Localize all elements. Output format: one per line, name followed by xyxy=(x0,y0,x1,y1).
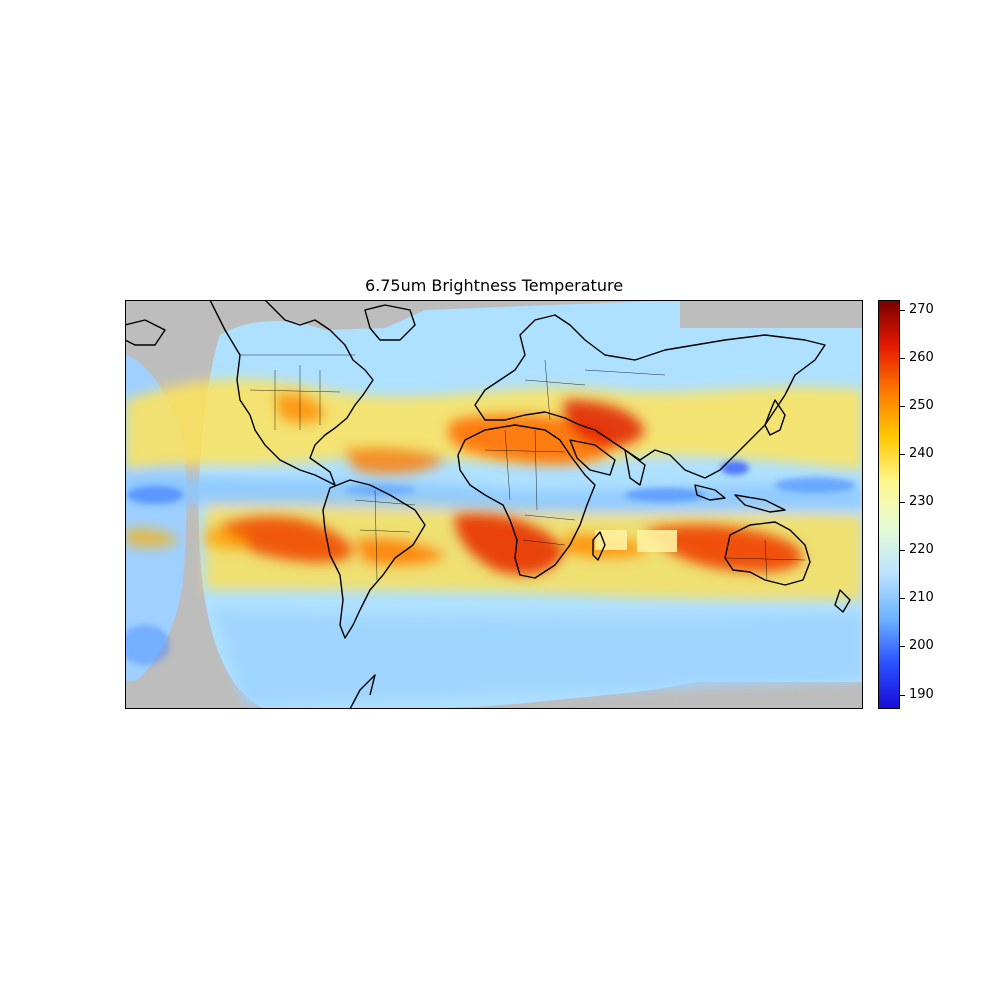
coastline-south-america xyxy=(322,479,426,639)
coastline-new-zealand xyxy=(834,589,851,613)
colorbar-tick-label: 260 xyxy=(909,350,934,365)
colorbar-tick-label: 210 xyxy=(909,590,934,605)
country-borders xyxy=(240,354,806,581)
coastline-arabia xyxy=(569,439,616,476)
colorbar-tick xyxy=(900,310,905,311)
colorbar-tick-label: 270 xyxy=(909,302,934,317)
colorbar-tick xyxy=(900,454,905,455)
colorbar-tick xyxy=(900,695,905,696)
coastline-japan xyxy=(764,399,786,436)
coastline-north-america xyxy=(209,300,374,486)
coastline-africa xyxy=(457,424,596,579)
hot-bands xyxy=(125,393,803,575)
cold-spots xyxy=(125,461,855,665)
colorbar-tick-label: 200 xyxy=(909,638,934,653)
colorbar-tick-label: 240 xyxy=(909,446,934,461)
chart-title: 6.75um Brightness Temperature xyxy=(364,276,624,295)
colorbar-tick-label: 190 xyxy=(909,687,934,702)
colorbar-tick xyxy=(900,550,905,551)
coastlines xyxy=(125,300,851,709)
coastline-new-guinea xyxy=(734,494,786,513)
coastline-india xyxy=(624,449,646,486)
map-panel xyxy=(125,300,863,709)
colorbar-tick xyxy=(900,406,905,407)
coastline-eurasia xyxy=(474,314,826,479)
coastline-indonesia xyxy=(694,484,726,501)
colorbar-tick-label: 220 xyxy=(909,542,934,557)
colorbar-tick-label: 250 xyxy=(909,398,934,413)
coastline-madagascar xyxy=(592,531,606,561)
coastline-australia xyxy=(724,521,811,586)
brightness-temperature-map xyxy=(125,300,863,709)
colorbar-tick xyxy=(900,598,905,599)
colorbar-tick xyxy=(900,502,905,503)
colorbar-tick-label: 230 xyxy=(909,494,934,509)
colorbar xyxy=(878,300,900,709)
data-gap xyxy=(595,530,627,550)
coastline-greenland xyxy=(364,304,416,341)
colorbar-tick xyxy=(900,358,905,359)
coastline-antarctic-peninsula xyxy=(349,674,376,709)
colorbar-tick xyxy=(900,646,905,647)
data-gap xyxy=(637,530,677,552)
coastline-alaska xyxy=(125,319,166,346)
